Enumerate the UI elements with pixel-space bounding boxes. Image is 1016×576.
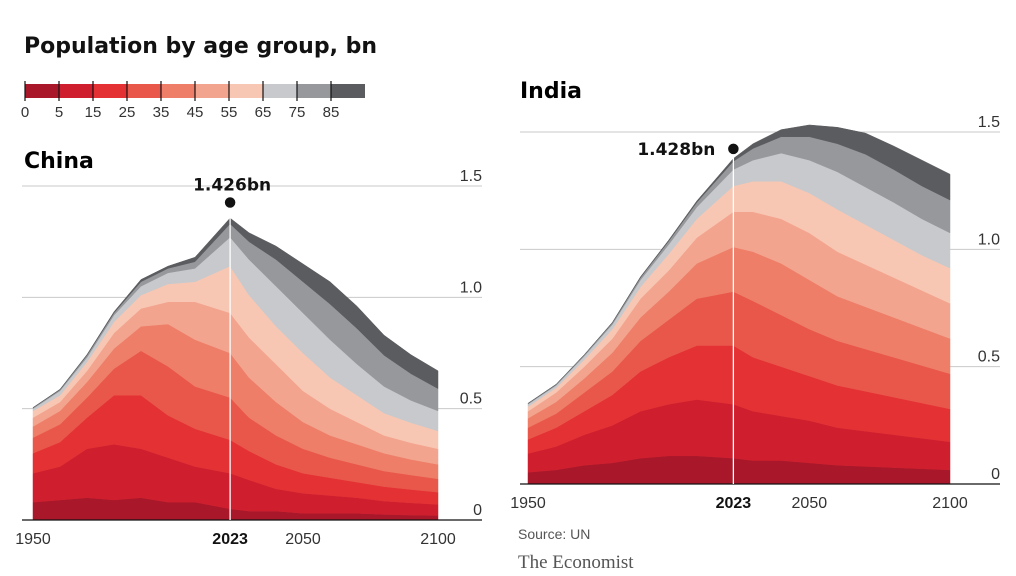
area-age-85 [32,217,439,409]
y-tick-label: 1.0 [460,279,482,296]
chart-title: India [520,79,582,104]
figure-title: Population by age group, bn [24,34,377,59]
legend-swatch-75 [297,84,331,98]
x-tick-label: 2023 [212,531,248,548]
peak-dot [726,142,741,156]
x-tick-label: 1950 [510,495,546,512]
x-tick-label: 1950 [15,531,51,548]
legend-swatch-85 [331,84,365,98]
legend-label-5: 5 [55,104,63,121]
legend-swatch-35 [161,84,195,98]
legend-swatch-65 [263,84,297,98]
area-age-85 [527,124,951,404]
legend-label-45: 45 [187,104,204,121]
legend-label-35: 35 [153,104,170,121]
legend-swatch-55 [229,84,263,98]
y-tick-label: 0 [473,502,482,519]
legend-swatch-15 [93,84,127,98]
x-tick-label: 2050 [285,531,321,548]
legend-label-15: 15 [85,104,102,121]
legend-swatch-0 [25,84,59,98]
y-tick-label: 1.5 [460,168,482,185]
source-note: Source: UN [518,526,591,542]
china-chart: China 0 0.5 1.0 1.5 1950 2023 2050 2100 1.426bn [15,149,482,548]
legend-swatch-5 [59,84,93,98]
legend-label-0: 0 [21,104,29,121]
legend-label-85: 85 [323,104,340,121]
legend-label-25: 25 [119,104,136,121]
y-tick-label: 0 [991,466,1000,483]
brand-logo: The Economist [518,552,634,573]
legend-label-55: 55 [221,104,238,121]
y-tick-label: 1.5 [978,114,1000,131]
chart-title: China [24,149,94,174]
population-callout: 1.428bn [637,140,715,160]
age-legend: 0 5 15 25 35 45 55 65 75 85 [21,81,365,121]
legend-label-65: 65 [255,104,272,121]
x-tick-label: 2050 [792,495,828,512]
india-chart: India 0 0.5 1.0 1.5 1950 2023 2050 2100 1.428bn [510,79,1000,512]
population-callout: 1.426bn [193,175,271,195]
y-tick-label: 0.5 [460,391,482,408]
x-tick-label: 2100 [420,531,456,548]
x-tick-label: 2023 [716,495,752,512]
legend-swatch-25 [127,84,161,98]
legend-swatch-45 [195,84,229,98]
peak-dot [223,195,237,210]
x-tick-label: 2100 [932,495,968,512]
legend-label-75: 75 [289,104,306,121]
y-tick-label: 1.0 [978,231,1000,248]
y-tick-label: 0.5 [978,349,1000,366]
